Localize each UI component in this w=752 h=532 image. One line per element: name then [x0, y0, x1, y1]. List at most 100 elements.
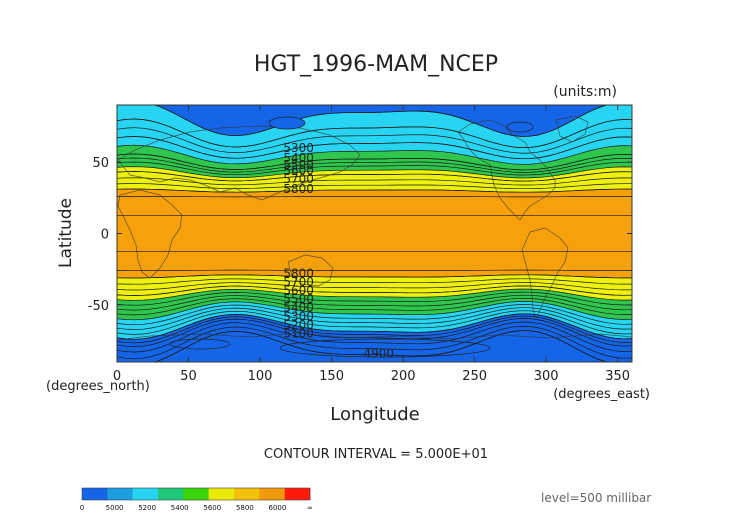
contour-line	[117, 282, 632, 291]
chart-title: HGT_1996-MAM_NCEP	[254, 52, 498, 77]
contour-line	[117, 136, 632, 160]
level-text: level=500 millibar	[541, 491, 651, 505]
contour-line	[117, 318, 632, 347]
y-tick-label: 50	[92, 156, 109, 171]
coast-africa	[117, 189, 183, 279]
colorbar-tick-label: 5400	[171, 504, 189, 512]
colorbar-tick-label: 5200	[138, 504, 156, 512]
contour-line	[117, 315, 632, 344]
contour-label: 5200	[283, 318, 314, 332]
contour-label: 5100	[283, 326, 314, 340]
contour-line	[117, 161, 632, 176]
colorbar-swatch	[208, 488, 235, 500]
contour-line	[117, 183, 632, 190]
colorbar-tick-label: 5600	[203, 504, 221, 512]
units-note: (units:m)	[553, 84, 617, 100]
colorbar-tick-label: 5800	[236, 504, 254, 512]
y-tick-label: 0	[101, 228, 109, 243]
y-tick-label: -50	[88, 299, 109, 314]
contour-line	[153, 105, 608, 137]
contour-line	[117, 307, 632, 330]
colorbar-swatch	[259, 488, 285, 500]
colorbar-swatch	[107, 488, 133, 500]
contour-line	[117, 171, 632, 182]
x-tick-label: 50	[180, 369, 197, 384]
colorbar-swatch	[284, 488, 311, 500]
axes: 0 50 100 150 200 250 300 350 -50 0 50	[88, 105, 632, 384]
coast-eurasia	[117, 125, 361, 201]
contour-line	[117, 177, 632, 186]
low-contour-b	[506, 121, 534, 133]
contour-label: 5700	[283, 172, 314, 186]
contour-line	[117, 278, 632, 285]
contour-label: 5400	[283, 301, 314, 315]
contour-line	[117, 118, 632, 148]
contour-line	[117, 285, 632, 296]
y-axis-label: Latitude	[56, 198, 76, 268]
contour-label: 5600	[283, 284, 314, 298]
contour-interval-text: CONTOUR INTERVAL = 5.000E+01	[264, 447, 488, 462]
x-tick-label: 200	[391, 369, 416, 384]
contour-label: 5700	[283, 275, 314, 289]
colorbar-swatch	[183, 488, 209, 500]
contour-line	[117, 297, 632, 316]
coast-greenland	[555, 115, 589, 143]
contour-label: 5600	[283, 164, 314, 178]
closed-lows	[169, 116, 534, 358]
contour-label: 5300	[283, 309, 314, 323]
colorbar-swatch	[158, 488, 184, 500]
colorbar-swatch	[234, 488, 260, 500]
contour-label: 5300	[283, 141, 314, 155]
colorbar-frame	[81, 487, 311, 501]
coast-australia	[287, 254, 334, 287]
x-tick-label: 0	[113, 369, 121, 384]
coast-north-america	[457, 119, 556, 221]
low-contour-a	[268, 116, 306, 130]
contour-label: 5500	[283, 292, 314, 306]
contour-line	[117, 166, 632, 179]
contour-line	[117, 321, 632, 353]
contour-line	[117, 127, 632, 154]
contour-line	[117, 294, 632, 311]
plot-area: 5300540055005600570058005800570056005500…	[117, 105, 632, 362]
colorbar-tick-label: 5000	[106, 504, 124, 512]
x-tick-label: 100	[248, 369, 273, 384]
x-tick-label: 300	[534, 369, 559, 384]
contour-line	[117, 288, 632, 301]
x-tick-label: 350	[605, 369, 630, 384]
coast-south-america	[521, 227, 569, 319]
contour-line	[117, 195, 632, 198]
contour-line	[117, 144, 632, 165]
contour-label: 5800	[283, 182, 314, 196]
low-contour-d	[169, 338, 231, 350]
contour-line	[117, 188, 632, 193]
contour-line	[117, 310, 632, 335]
x-axis-label: Longitude	[330, 404, 420, 425]
colorbar-tick-label: 6000	[269, 504, 287, 512]
contour-label: 5800	[283, 266, 314, 280]
contour-label: 4900	[364, 346, 395, 360]
contour-line	[117, 157, 632, 173]
contour-labels: 5300540055005600570058005800570056005500…	[283, 141, 394, 361]
colorbar-tick-labels: 0 5000 5200 5400 5600 5800 6000 ∞	[80, 504, 313, 512]
low-contour-c	[279, 338, 491, 358]
contour-line	[117, 313, 632, 340]
colorbar	[81, 487, 311, 501]
contour-line	[117, 291, 632, 306]
contour-line	[117, 304, 632, 326]
x-unit-note: (degrees_east)	[553, 387, 650, 402]
x-tick-label: 250	[462, 369, 487, 384]
contour-line	[117, 274, 632, 279]
colorbar-tick-label: 0	[80, 504, 84, 512]
contour-label: 5500	[283, 158, 314, 172]
x-tick-label: 150	[319, 369, 344, 384]
contour-label: 5400	[283, 151, 314, 165]
colorbar-swatch	[82, 488, 108, 500]
contour-line	[117, 269, 632, 272]
colorbar-tick-label: ∞	[307, 504, 313, 512]
coast-antarctica	[117, 332, 632, 341]
band-5200-nh	[154, 105, 607, 137]
y-unit-note: (degrees_north)	[46, 379, 150, 394]
contour-line	[117, 301, 632, 321]
